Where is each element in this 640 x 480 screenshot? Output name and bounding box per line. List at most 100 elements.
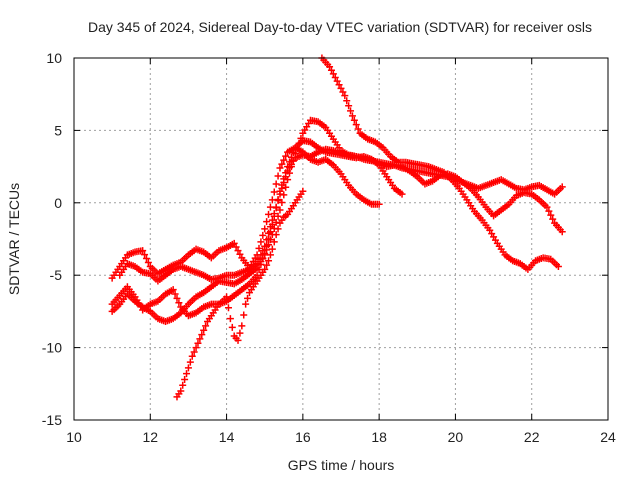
- data-point: [274, 212, 282, 220]
- data-point: [183, 370, 191, 378]
- data-point: [261, 242, 269, 250]
- data-point: [255, 244, 263, 252]
- data-point: [348, 112, 356, 120]
- data-point: [226, 315, 234, 323]
- data-point: [236, 250, 244, 258]
- data-point: [257, 251, 265, 259]
- data-point: [261, 225, 269, 233]
- series-track-d: [116, 145, 566, 285]
- data-point: [253, 260, 261, 268]
- data-point: [337, 84, 345, 92]
- data-point: [190, 348, 198, 356]
- data-point: [347, 107, 355, 115]
- x-tick-label: 14: [219, 429, 235, 445]
- data-point: [278, 160, 286, 168]
- data-point: [554, 263, 562, 271]
- data-point: [327, 66, 335, 74]
- data-point: [240, 311, 248, 319]
- data-point: [343, 97, 351, 105]
- data-point: [224, 304, 232, 312]
- data-point: [274, 172, 282, 180]
- data-point: [230, 239, 238, 247]
- chart-title: Day 345 of 2024, Sidereal Day-to-day VTE…: [88, 19, 592, 35]
- data-point: [272, 180, 280, 188]
- data-point: [177, 387, 185, 395]
- series-track-e: [318, 54, 562, 273]
- data-point: [297, 134, 305, 142]
- data-point: [242, 300, 250, 308]
- x-tick-label: 20: [448, 429, 464, 445]
- data-point: [282, 173, 290, 181]
- axis-ticks: 10 12 14 16 18 20 22 24 -15 -10 -5 0 5 10: [42, 50, 616, 445]
- data-point: [255, 255, 263, 263]
- data-point: [398, 190, 406, 198]
- data-point: [295, 139, 303, 147]
- series-track-b: [108, 137, 406, 320]
- data-point: [268, 216, 276, 224]
- data-point: [270, 238, 278, 246]
- data-point: [179, 381, 187, 389]
- data-point: [375, 200, 383, 208]
- data-point: [335, 81, 343, 89]
- data-point: [265, 257, 273, 265]
- data-point: [259, 247, 267, 255]
- data-point: [234, 247, 242, 255]
- data-point: [339, 88, 347, 96]
- y-tick-label: 10: [46, 50, 62, 66]
- series-track-a: [108, 144, 383, 282]
- data-point: [331, 74, 339, 82]
- data-point: [547, 211, 555, 219]
- y-tick-label: 0: [54, 195, 62, 211]
- data-point: [198, 331, 206, 339]
- grid-lines: [74, 58, 608, 420]
- y-axis-label: SDTVAR / TECUs: [6, 183, 22, 295]
- data-point: [238, 322, 246, 330]
- series-track-f: [173, 187, 307, 401]
- data-point: [270, 210, 278, 218]
- y-tick-label: -5: [50, 267, 63, 283]
- data-point: [263, 236, 271, 244]
- data-point: [192, 344, 200, 352]
- x-tick-label: 12: [142, 429, 158, 445]
- data-point: [232, 243, 240, 251]
- data-point: [144, 259, 152, 267]
- data-point: [194, 339, 202, 347]
- data-point: [139, 247, 147, 255]
- data-point: [276, 206, 284, 214]
- y-tick-label: -10: [42, 340, 62, 356]
- data-point: [171, 290, 179, 298]
- data-point: [259, 231, 267, 239]
- y-tick-label: -15: [42, 412, 62, 428]
- data-point: [345, 102, 353, 110]
- data-point: [278, 184, 286, 192]
- data-point: [261, 265, 269, 273]
- data-point: [196, 335, 204, 343]
- data-point: [274, 197, 282, 205]
- data-point: [175, 299, 183, 307]
- data-point: [333, 77, 341, 85]
- plot-frame: [73, 57, 609, 421]
- data-point: [268, 245, 276, 253]
- data-point: [272, 231, 280, 239]
- data-point: [352, 121, 360, 129]
- data-point: [186, 358, 194, 366]
- data-point: [545, 207, 553, 215]
- x-tick-label: 16: [295, 429, 311, 445]
- data-point: [244, 294, 252, 302]
- data-point: [184, 364, 192, 372]
- data-point: [169, 286, 177, 294]
- data-point: [266, 223, 274, 231]
- data-point: [263, 261, 271, 269]
- x-tick-label: 10: [66, 429, 82, 445]
- data-point: [326, 63, 334, 71]
- data-point: [274, 225, 282, 233]
- data-point: [280, 156, 288, 164]
- data-point: [549, 215, 557, 223]
- data-point: [354, 125, 362, 133]
- data-point: [278, 198, 286, 206]
- data-point: [265, 229, 273, 237]
- data-point: [142, 255, 150, 263]
- data-point: [276, 190, 284, 198]
- x-tick-label: 24: [600, 429, 616, 445]
- data-point: [223, 293, 231, 301]
